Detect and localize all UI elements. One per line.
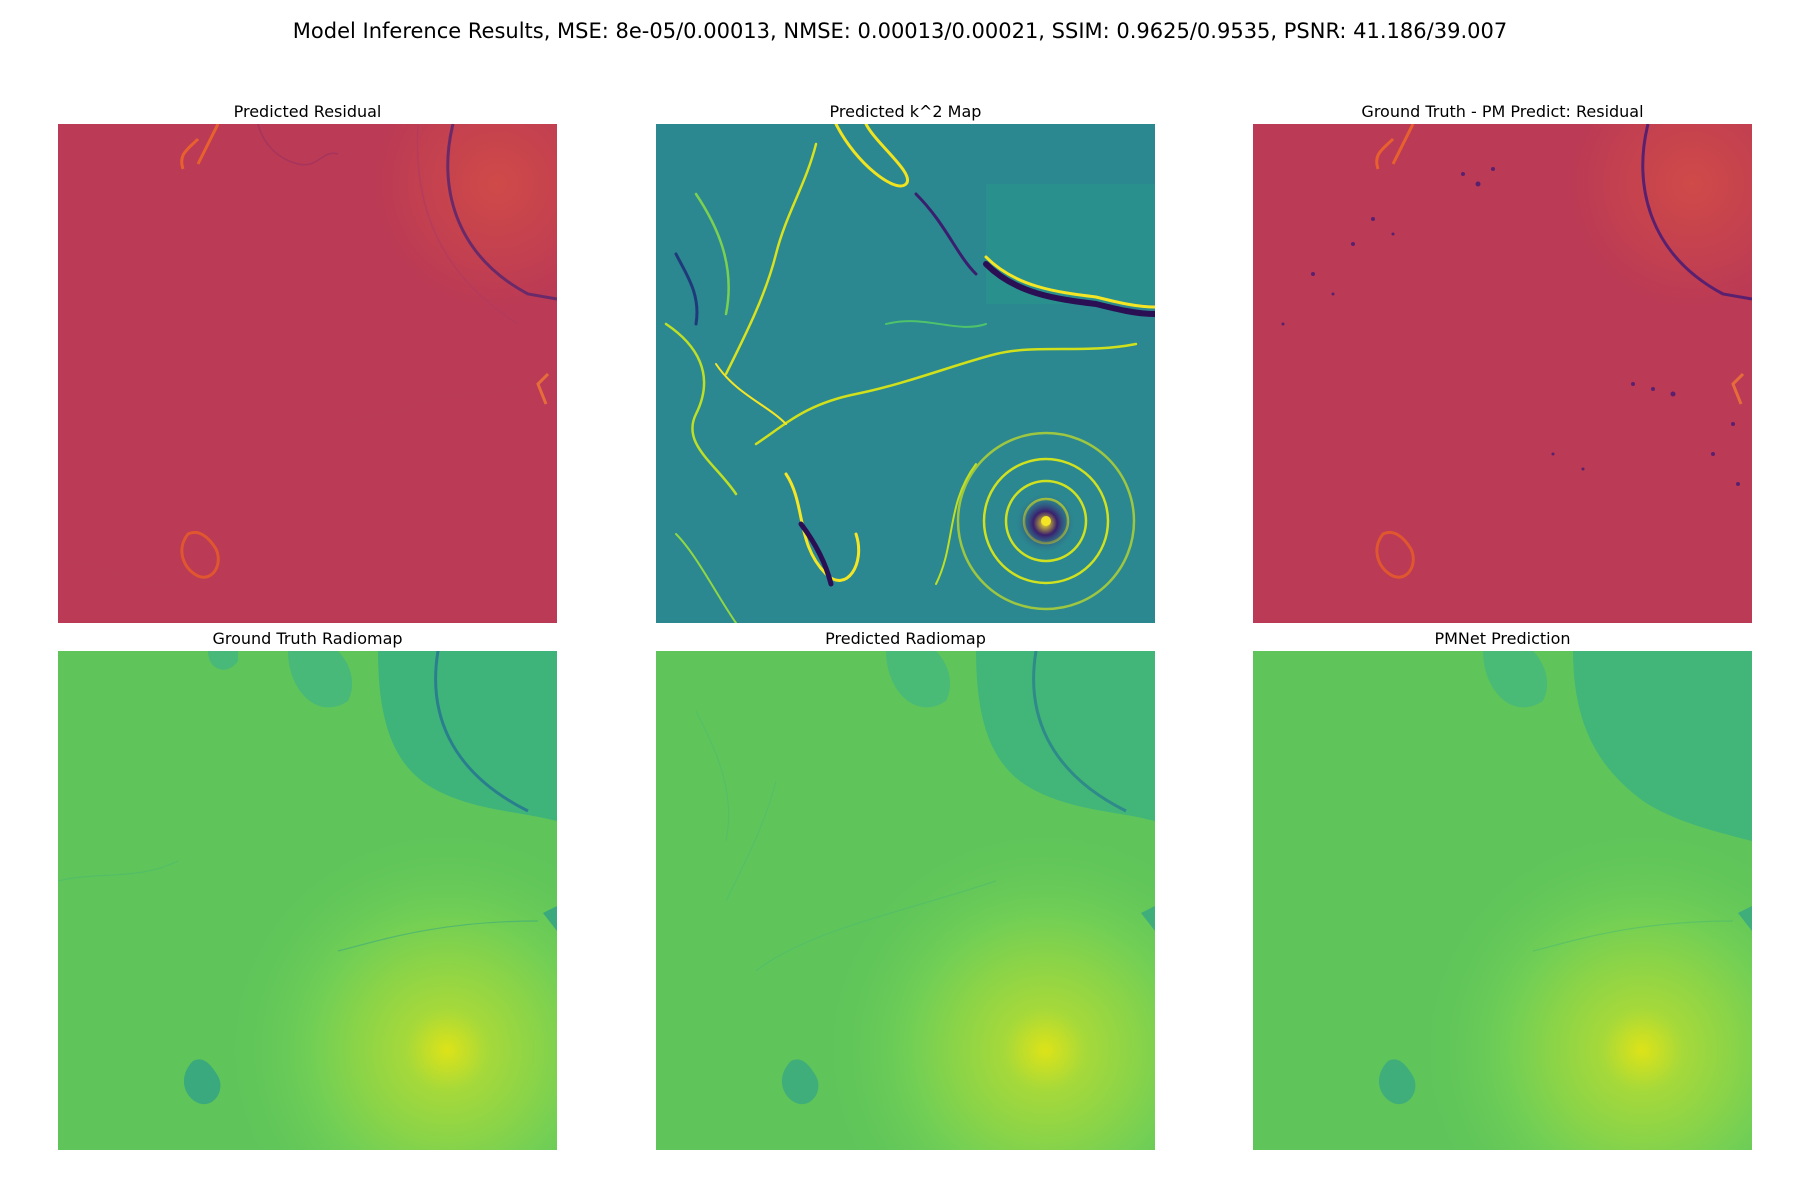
panel-predicted-k2-map: Predicted k^2 Map bbox=[656, 102, 1155, 623]
predicted-residual-heatmap bbox=[58, 124, 557, 623]
gt-minus-pm-residual-heatmap bbox=[1253, 124, 1752, 623]
panel-pmnet-prediction: PMNet Prediction bbox=[1253, 629, 1752, 1150]
panel-predicted-radiomap: Predicted Radiomap bbox=[656, 629, 1155, 1150]
panel-title: Predicted Residual bbox=[233, 102, 382, 121]
panel-title: PMNet Prediction bbox=[1434, 629, 1571, 648]
panel-title: Predicted Radiomap bbox=[825, 629, 986, 648]
panel-gt-minus-pm-residual: Ground Truth - PM Predict: Residual bbox=[1253, 102, 1752, 623]
pmnet-prediction-heatmap bbox=[1253, 651, 1752, 1150]
predicted-radiomap-heatmap bbox=[656, 651, 1155, 1150]
panel-title: Ground Truth Radiomap bbox=[212, 629, 403, 648]
ground-truth-radiomap-heatmap bbox=[58, 651, 557, 1150]
panel-title: Ground Truth - PM Predict: Residual bbox=[1361, 102, 1644, 121]
panel-title: Predicted k^2 Map bbox=[829, 102, 982, 121]
panel-ground-truth-radiomap: Ground Truth Radiomap bbox=[58, 629, 557, 1150]
predicted-k2-heatmap bbox=[656, 124, 1155, 623]
figure-title: Model Inference Results, MSE: 8e-05/0.00… bbox=[292, 19, 1508, 43]
panel-predicted-residual: Predicted Residual bbox=[58, 102, 557, 623]
